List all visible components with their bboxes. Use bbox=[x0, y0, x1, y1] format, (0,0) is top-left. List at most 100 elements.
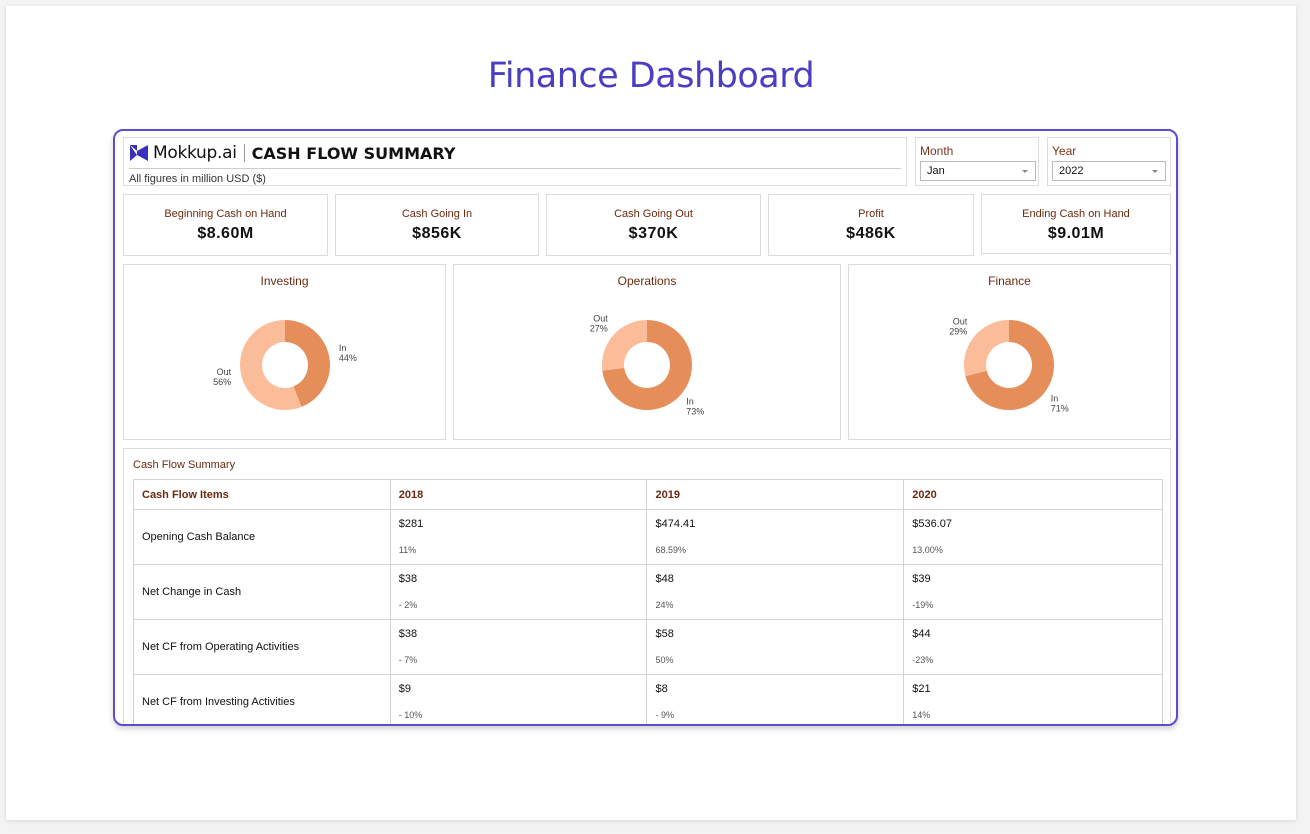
table-cell: $58 50% bbox=[646, 619, 905, 675]
column-header: 2020 bbox=[903, 479, 1163, 510]
slice-value-label: 56% bbox=[213, 377, 231, 387]
year-value: 2022 bbox=[1059, 165, 1084, 177]
operations-chart: Operations In 73% Out 27% bbox=[453, 264, 841, 440]
table-header-row: Cash Flow Items 2018 2019 2020 bbox=[133, 479, 1163, 510]
slice-value-label: 73% bbox=[686, 407, 704, 417]
column-header: 2018 bbox=[389, 479, 648, 510]
kpi-label: Cash Going In bbox=[401, 208, 473, 220]
cell-percent: - 2% bbox=[398, 600, 418, 610]
month-filter: Month Jan bbox=[915, 137, 1039, 186]
cell-value: $58 bbox=[655, 628, 674, 640]
investing-chart: Investing In 44% Out 56% bbox=[123, 264, 446, 440]
cell-value: $536.07 bbox=[912, 518, 952, 530]
slice-value-label: 29% bbox=[949, 326, 967, 336]
kpi-label: Beginning Cash on Hand bbox=[164, 208, 287, 220]
kpi-value: $486K bbox=[846, 225, 896, 242]
row-label: Net CF from Investing Activities bbox=[133, 674, 391, 724]
cell-percent: - 10% bbox=[398, 710, 423, 720]
kpi-cash-going-in: Cash Going In $856K bbox=[335, 194, 539, 256]
cell-value: $48 bbox=[655, 573, 674, 585]
row-label: Net CF from Operating Activities bbox=[133, 619, 391, 675]
units-note: All figures in million USD ($) bbox=[129, 173, 266, 185]
slice-value-label: 71% bbox=[1051, 404, 1069, 414]
chart-title: Operations bbox=[617, 274, 677, 288]
kpi-label: Profit bbox=[858, 208, 884, 220]
table-cell: $536.07 13.00% bbox=[903, 509, 1163, 565]
cell-percent: 14% bbox=[912, 710, 931, 720]
kpi-beginning-cash: Beginning Cash on Hand $8.60M bbox=[123, 194, 328, 256]
cell-value: $8 bbox=[655, 683, 668, 695]
table-cell: $281 11% bbox=[389, 509, 648, 565]
row-label: Net Change in Cash bbox=[133, 564, 391, 620]
table-cell: $474.41 68.59% bbox=[646, 509, 905, 565]
donut-slice-in[interactable] bbox=[965, 320, 1054, 410]
cell-value: $9 bbox=[398, 683, 411, 695]
table-title: Cash Flow Summary bbox=[133, 459, 236, 471]
table-cell: $38 - 2% bbox=[389, 564, 648, 620]
cell-value: $38 bbox=[398, 573, 418, 585]
cell-percent: 50% bbox=[655, 655, 674, 665]
donut-slice-out[interactable] bbox=[602, 320, 647, 371]
year-filter: Year 2022 bbox=[1047, 137, 1171, 186]
table-row: Net CF from Operating Activities $38 - 7%… bbox=[133, 619, 1163, 675]
cell-value: $474.41 bbox=[655, 518, 696, 530]
table-cell: $39 -19% bbox=[903, 564, 1163, 620]
brand-divider bbox=[243, 144, 245, 162]
donut-slice-out[interactable] bbox=[239, 320, 302, 410]
cell-percent: - 7% bbox=[398, 655, 418, 665]
table-cell: $21 14% bbox=[903, 674, 1163, 724]
donut-slice-in[interactable] bbox=[602, 320, 692, 410]
donut-slice-in[interactable] bbox=[285, 320, 330, 407]
cash-flow-table-panel: Cash Flow Summary Cash Flow Items 2018 2… bbox=[123, 448, 1171, 724]
slice-name-label: In bbox=[686, 397, 694, 407]
column-header: Cash Flow Items bbox=[133, 479, 391, 510]
page-title: Finance Dashboard bbox=[487, 56, 815, 96]
table-row: Net CF from Investing Activities $9 - 10%… bbox=[133, 674, 1163, 724]
kpi-value: $8.60M bbox=[197, 225, 254, 242]
slice-name-label: In bbox=[339, 343, 347, 353]
cell-value: $281 bbox=[398, 518, 424, 530]
dashboard-panel: Mokkup.ai CASH FLOW SUMMARY All figures … bbox=[113, 129, 1178, 726]
column-header: 2019 bbox=[646, 479, 905, 510]
slice-name-label: Out bbox=[217, 367, 232, 377]
cell-value: $38 bbox=[398, 628, 418, 640]
kpi-value: $370K bbox=[628, 225, 679, 242]
table-cell: $48 24% bbox=[646, 564, 905, 620]
table-cell: $8 - 9% bbox=[646, 674, 905, 724]
chevron-down-icon bbox=[1022, 170, 1028, 173]
cell-value: $39 bbox=[912, 573, 931, 585]
cell-percent: 68.59% bbox=[655, 545, 686, 555]
cash-flow-table: Cash Flow Items 2018 2019 2020 Opening C… bbox=[133, 479, 1163, 724]
year-select[interactable]: 2022 bbox=[1052, 161, 1166, 181]
month-label: Month bbox=[920, 144, 954, 158]
cell-percent: 11% bbox=[398, 545, 417, 555]
finance-chart: Finance In 71% Out 29% bbox=[848, 264, 1171, 440]
chart-title: Investing bbox=[260, 274, 309, 288]
slice-value-label: 27% bbox=[590, 323, 608, 333]
month-select[interactable]: Jan bbox=[920, 161, 1036, 181]
dashboard-title: CASH FLOW SUMMARY bbox=[251, 143, 456, 163]
kpi-cash-going-out: Cash Going Out $370K bbox=[546, 194, 761, 256]
dashboard-header: Mokkup.ai CASH FLOW SUMMARY All figures … bbox=[123, 137, 907, 186]
cell-percent: 24% bbox=[655, 600, 674, 610]
cell-percent: 13.00% bbox=[912, 545, 943, 555]
header-divider bbox=[129, 168, 901, 169]
month-value: Jan bbox=[927, 165, 945, 177]
chart-title: Finance bbox=[988, 274, 1031, 288]
slice-value-label: 44% bbox=[339, 353, 357, 363]
kpi-label: Cash Going Out bbox=[614, 208, 693, 220]
cell-value: $21 bbox=[912, 683, 931, 695]
kpi-value: $856K bbox=[412, 225, 462, 242]
slice-name-label: In bbox=[1051, 394, 1059, 404]
kpi-label: Ending Cash on Hand bbox=[1022, 208, 1130, 220]
brand: Mokkup.ai CASH FLOW SUMMARY bbox=[129, 142, 455, 164]
donut-slice-out[interactable] bbox=[964, 320, 1009, 377]
table-row: Opening Cash Balance $281 11% $474.41 68.5… bbox=[133, 509, 1163, 565]
kpi-profit: Profit $486K bbox=[768, 194, 974, 256]
year-label: Year bbox=[1052, 144, 1077, 158]
cell-percent: -19% bbox=[912, 600, 934, 610]
table-row: Net Change in Cash $38 - 2% $48 24% $39 -19… bbox=[133, 564, 1163, 620]
